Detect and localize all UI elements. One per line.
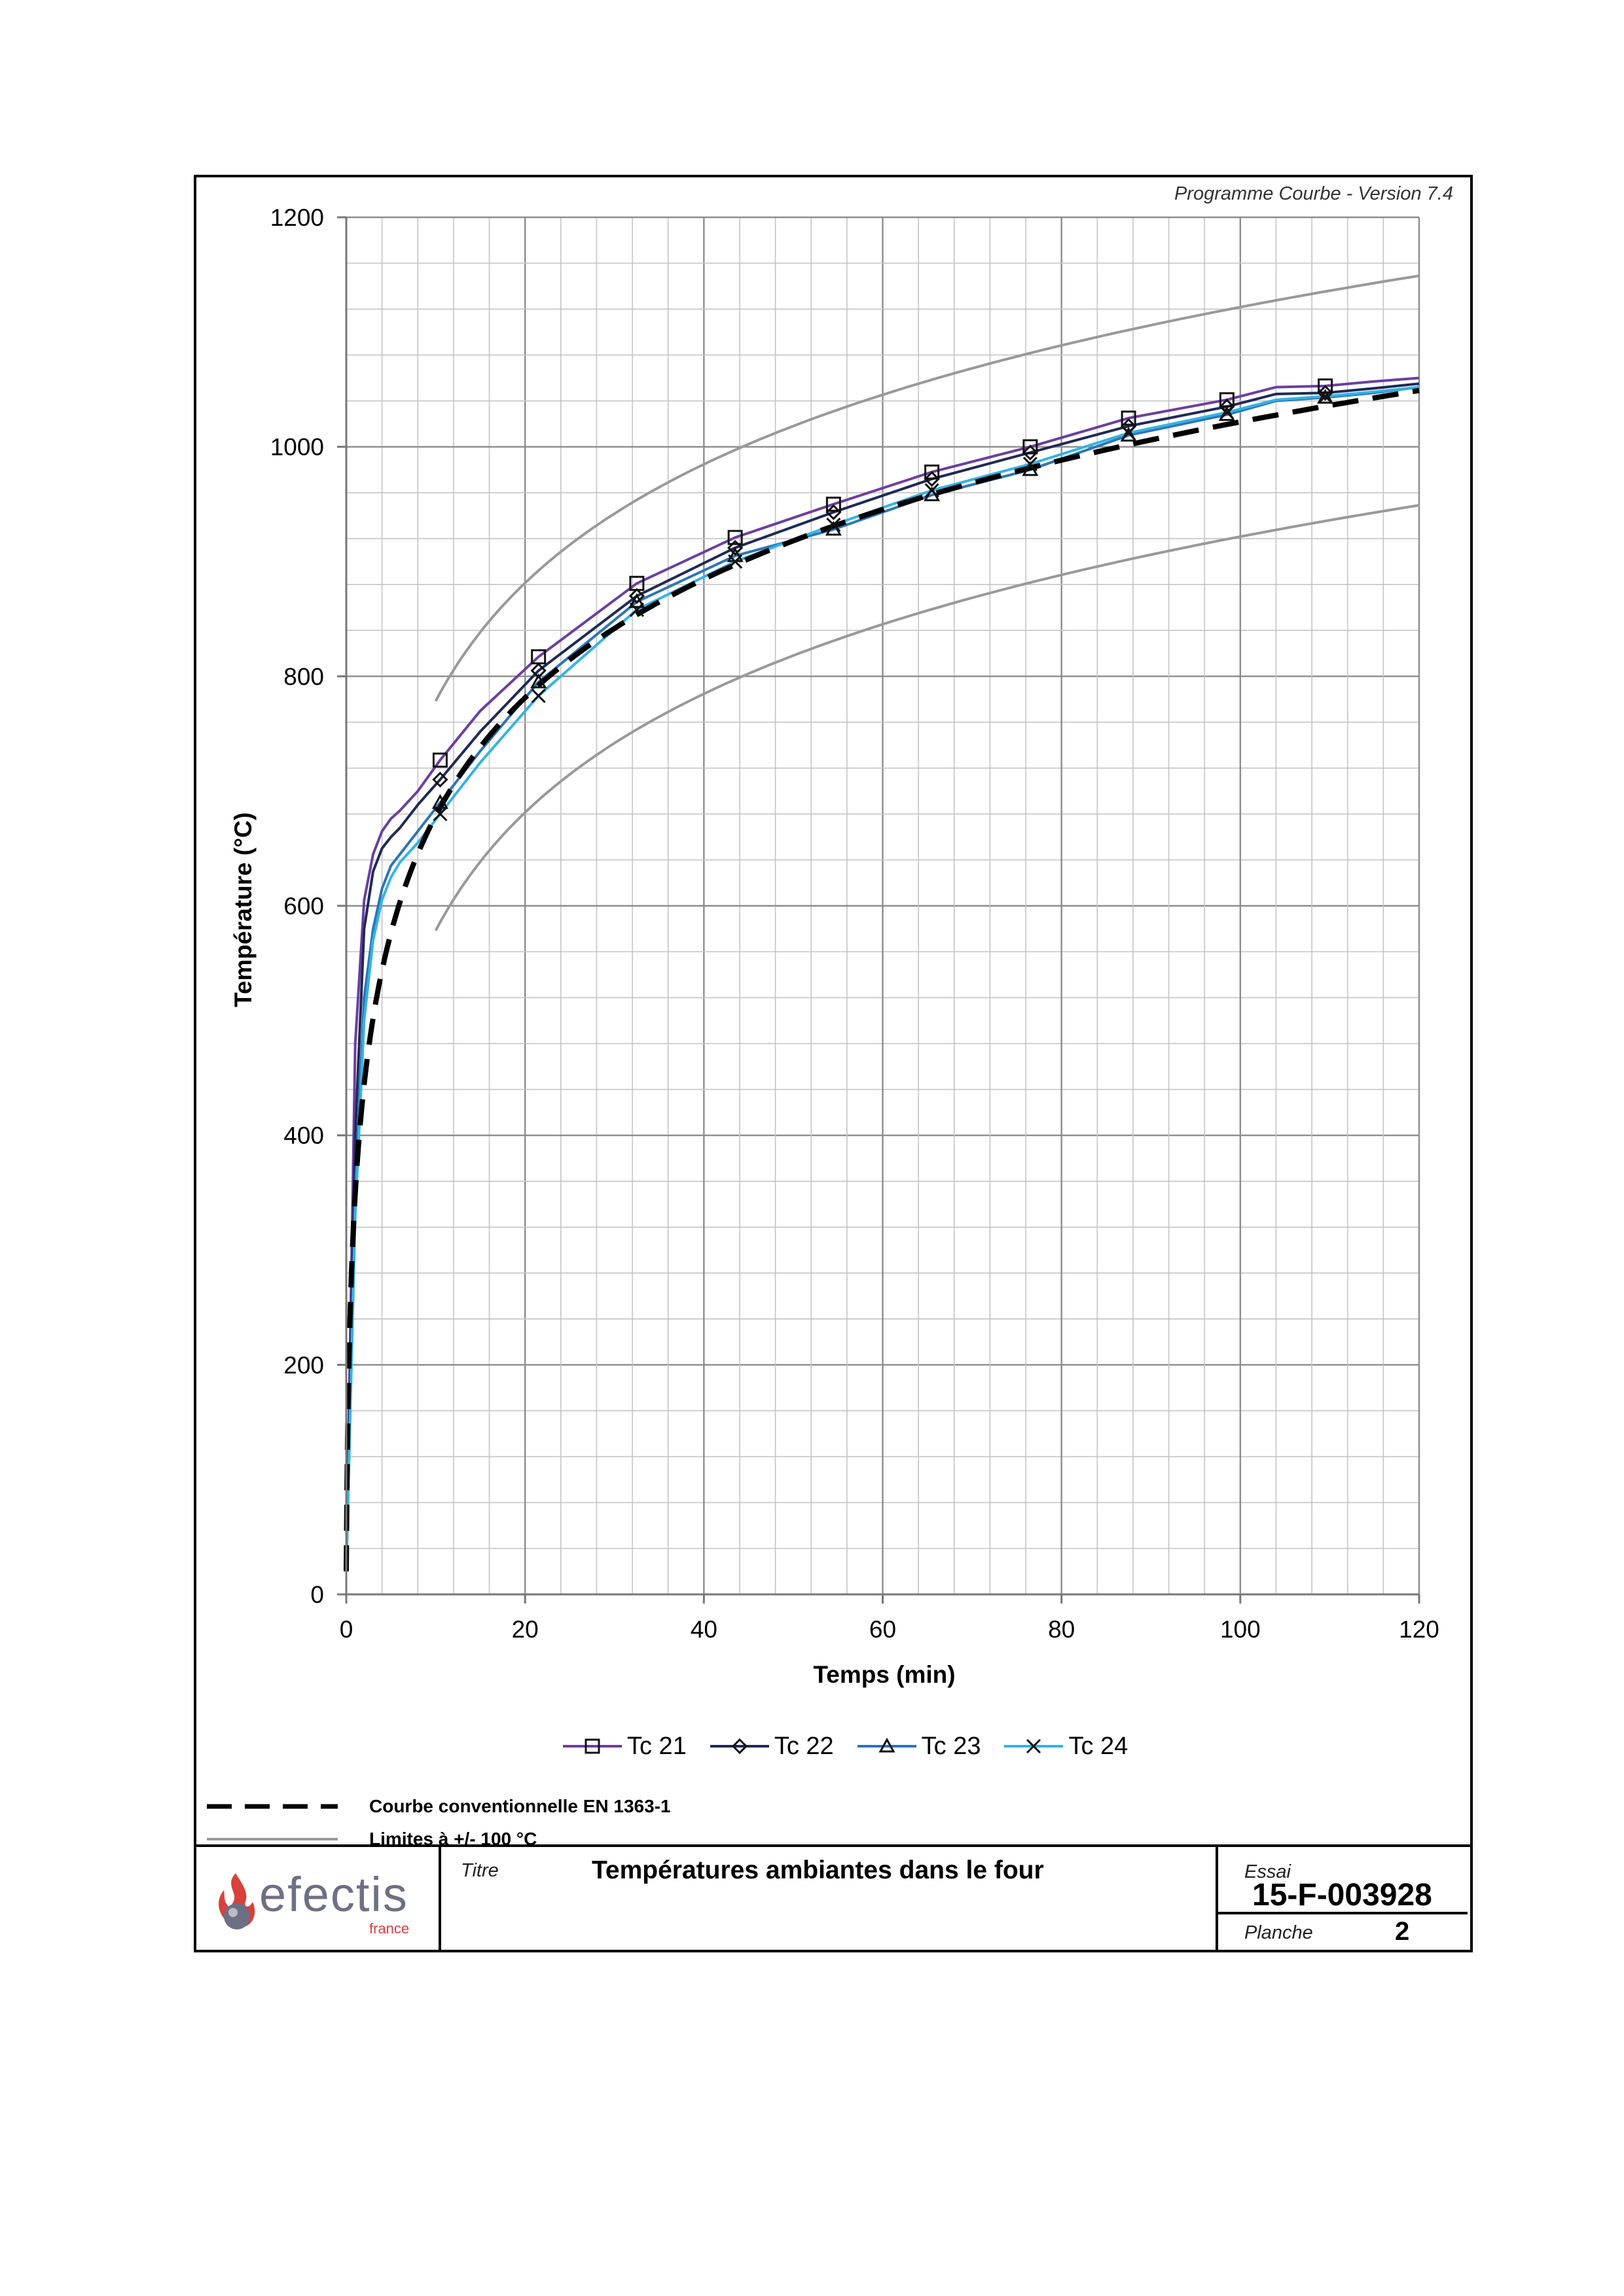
legend-label: Tc 22 <box>774 1732 834 1760</box>
x-tick-label: 120 <box>1399 1616 1439 1643</box>
essai-cell: Essai 15-F-003928 <box>1218 1847 1468 1914</box>
legend-item-tc-22: Tc 22 <box>710 1732 834 1761</box>
y-tick-label: 200 <box>283 1352 324 1378</box>
marker-tc-24 <box>433 806 448 821</box>
chart-grid <box>345 216 1420 1596</box>
legend-conventional-curve: Courbe conventionnelle EN 1363-1 <box>207 1790 671 1823</box>
marker-tc-21 <box>924 464 940 480</box>
title-cell: Titre Températures ambiantes dans le fou… <box>441 1847 1218 1952</box>
series-line-tc-22 <box>345 382 1420 1571</box>
marker-tc-21 <box>1121 410 1136 426</box>
legend-swatch-marker <box>585 1738 600 1754</box>
gray-line-icon <box>207 1838 338 1840</box>
legend-swatch-icon <box>857 1737 916 1753</box>
legend-label: Tc 23 <box>921 1732 981 1760</box>
marker-tc-23 <box>530 673 547 689</box>
legend-swatch-icon <box>563 1738 622 1754</box>
series-legend: Tc 21 Tc 22 Tc 23 Tc 24 <box>563 1727 1128 1766</box>
logo-wordmark: efectis <box>259 1867 408 1922</box>
legend-swatch-marker <box>1026 1738 1041 1754</box>
marker-tc-22 <box>825 504 842 520</box>
x-tick-label: 20 <box>512 1616 539 1643</box>
legend-swatch-icon <box>710 1738 769 1755</box>
x-tick-label: 60 <box>869 1616 896 1643</box>
legend-swatch-marker <box>878 1737 895 1753</box>
x-axis-title: Temps (min) <box>813 1661 955 1688</box>
flame-logo-icon <box>219 1873 255 1929</box>
y-tick-label: 1200 <box>270 204 324 231</box>
series-markers <box>431 378 1334 821</box>
legend-conventional-label: Courbe conventionnelle EN 1363-1 <box>369 1796 671 1816</box>
marker-tc-22 <box>924 471 940 487</box>
marker-tc-24 <box>1022 456 1038 472</box>
logo-cell: efectis france <box>194 1847 441 1952</box>
legend-item-tc-24: Tc 24 <box>1004 1732 1128 1761</box>
series-line-tc-23 <box>345 386 1420 1571</box>
marker-tc-24 <box>629 602 644 617</box>
y-tick-label: 800 <box>283 663 324 690</box>
legend-item-tc-21: Tc 21 <box>563 1732 687 1761</box>
legend-swatch-marker <box>731 1738 748 1755</box>
title-block: efectis france Titre Températures ambian… <box>194 1844 1473 1952</box>
marker-tc-24 <box>826 517 841 532</box>
marker-tc-21 <box>1022 439 1038 455</box>
essai-caption: Essai <box>1244 1861 1291 1882</box>
marker-tc-22 <box>1022 444 1038 461</box>
y-tick-label: 600 <box>283 893 324 920</box>
marker-tc-23 <box>1120 427 1137 442</box>
reference-curve <box>344 387 1420 1571</box>
y-tick-label: 400 <box>283 1122 324 1149</box>
planche-caption: Planche <box>1244 1922 1313 1943</box>
marker-tc-22 <box>628 588 645 604</box>
series-line-tc-21 <box>345 376 1420 1571</box>
marker-tc-22 <box>727 539 744 556</box>
limit-curves <box>434 274 1420 931</box>
marker-tc-24 <box>924 483 939 498</box>
marker-tc-22 <box>432 772 448 788</box>
y-tick-label: 1000 <box>270 434 324 461</box>
marker-tc-23 <box>1218 406 1235 422</box>
marker-tc-24 <box>728 554 743 569</box>
x-tick-label: 40 <box>691 1616 717 1643</box>
marker-tc-24 <box>1318 389 1333 404</box>
upper-limit-curve <box>434 274 1420 702</box>
logo-subtitle: france <box>369 1920 410 1937</box>
marker-tc-23 <box>431 794 448 809</box>
version-label: Programme Courbe - Version 7.4 <box>1174 183 1453 204</box>
dashed-line-icon <box>207 1804 338 1809</box>
legend-swatch-icon <box>1004 1738 1064 1754</box>
y-tick-label: 0 <box>310 1581 324 1608</box>
essai-number: 15-F-003928 <box>1252 1878 1432 1912</box>
marker-tc-24 <box>1219 405 1235 420</box>
y-axis-title: Température (°C) <box>230 812 257 1007</box>
planche-cell: Planche 2 <box>1218 1914 1468 1952</box>
marker-tc-24 <box>531 689 546 704</box>
legend-label: Tc 21 <box>627 1732 687 1760</box>
marker-tc-23 <box>1317 389 1334 404</box>
title-caption: Titre <box>461 1860 499 1881</box>
marker-tc-21 <box>432 752 448 768</box>
series-line-tc-24 <box>345 386 1420 1571</box>
marker-tc-24 <box>1121 425 1136 440</box>
legend-item-tc-23: Tc 23 <box>857 1732 981 1761</box>
x-tick-label: 0 <box>340 1616 353 1643</box>
legend-label: Tc 24 <box>1068 1732 1128 1760</box>
marker-tc-23 <box>628 593 645 608</box>
conventional-curve <box>344 387 1420 1571</box>
page-frame <box>194 175 1473 1952</box>
document-title: Températures ambiantes dans le four <box>592 1856 1044 1884</box>
marker-tc-21 <box>825 496 841 512</box>
marker-tc-21 <box>727 529 743 545</box>
marker-tc-23 <box>1022 461 1039 476</box>
lower-limit-curve <box>434 504 1420 931</box>
x-tick-label: 80 <box>1048 1616 1075 1643</box>
x-tick-label: 100 <box>1220 1616 1261 1643</box>
planche-number: 2 <box>1395 1917 1410 1946</box>
series-lines <box>345 376 1420 1571</box>
